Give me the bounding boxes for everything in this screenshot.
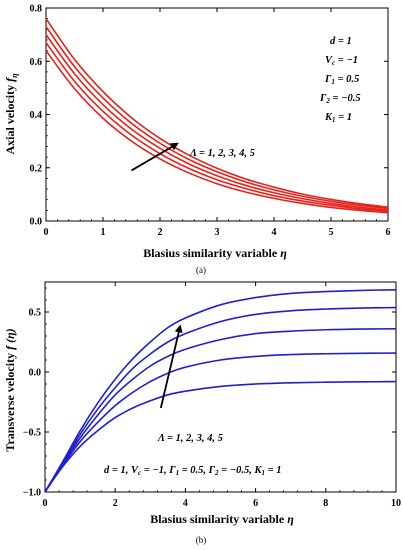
param-vc: Vc = −1 bbox=[325, 55, 358, 67]
series-line-b-2 bbox=[44, 352, 397, 493]
series-line-a-5 bbox=[45, 18, 389, 208]
lines-a bbox=[45, 18, 389, 214]
x-tick-label-a-3: 3 bbox=[215, 227, 220, 238]
lines-b bbox=[44, 289, 397, 493]
y-tick-label-a-2: 0.4 bbox=[30, 110, 43, 121]
x-tick-label-a-2: 2 bbox=[158, 227, 163, 238]
lambda-arrow-a bbox=[131, 142, 179, 172]
x-tick-label-b-3: 6 bbox=[253, 498, 258, 509]
series-line-a-4 bbox=[45, 26, 389, 210]
x-axis-label-b: Blasius similarity variable η bbox=[150, 512, 294, 526]
param-gamma1: Γ1 = 0.5 bbox=[324, 74, 359, 86]
y-tick-label-a-4: 0.8 bbox=[30, 4, 43, 15]
x-axis-label-a: Blasius similarity variable η bbox=[143, 246, 287, 260]
x-tick-label-b-4: 8 bbox=[323, 498, 328, 509]
panel-b: 0 2 4 6 8 10 −1.0 −0.5 0.0 0.5 Blasius similarity… bbox=[3, 281, 401, 545]
y-tick-label-a-0: 0.0 bbox=[30, 217, 43, 228]
lambda-arrow-b bbox=[159, 324, 183, 409]
y-tick-label-b-1: −0.5 bbox=[23, 428, 41, 439]
y-tick-label-b-3: 0.5 bbox=[29, 308, 42, 319]
x-tick-label-b-0: 0 bbox=[43, 498, 48, 509]
param-gamma2: Γ2 = −0.5 bbox=[319, 93, 361, 105]
param-d: d = 1 bbox=[330, 36, 352, 47]
series-line-b-1 bbox=[44, 380, 397, 493]
x-tick-label-b-5: 10 bbox=[391, 498, 401, 509]
panel-a: 0 1 2 3 4 5 6 0.0 0.2 0.4 0.6 0.8 Blasius similarit… bbox=[3, 4, 391, 276]
x-tick-label-b-1: 2 bbox=[113, 498, 118, 509]
series-line-a-3 bbox=[45, 34, 389, 211]
y-tick-label-a-1: 0.2 bbox=[30, 163, 43, 174]
arrow-label-a: Λ = 1, 2, 3, 4, 5 bbox=[189, 148, 255, 159]
param-k1: K1 = 1 bbox=[324, 112, 352, 124]
y-axis-label-b: Transverse velocity f (η) bbox=[3, 328, 17, 451]
ticks-b: 0 2 4 6 8 10 −1.0 −0.5 0.0 0.5 bbox=[23, 282, 401, 509]
panel-label-b: (b) bbox=[196, 535, 207, 545]
plot-frame-b bbox=[44, 281, 397, 493]
params-box-a: d = 1 Vc = −1 Γ1 = 0.5 Γ2 = −0.5 K1 = 1 bbox=[319, 36, 361, 124]
params-line-b: d = 1, Vc = −1, Γ1 = 0.5, Γ2 = −0.5, K1 … bbox=[104, 465, 281, 477]
ticks-a: 0 1 2 3 4 5 6 0.0 0.2 0.4 0.6 0.8 bbox=[30, 4, 391, 239]
series-line-a-1 bbox=[45, 50, 389, 214]
y-tick-label-b-2: 0.0 bbox=[29, 368, 42, 379]
x-tick-label-a-4: 4 bbox=[272, 227, 277, 238]
arrow-label-b: Λ = 1, 2, 3, 4, 5 bbox=[157, 433, 223, 444]
series-line-b-3 bbox=[44, 328, 397, 493]
x-tick-label-a-0: 0 bbox=[44, 227, 49, 238]
series-line-a-2 bbox=[45, 42, 389, 213]
y-tick-label-a-3: 0.6 bbox=[30, 57, 43, 68]
x-tick-label-a-6: 6 bbox=[386, 227, 391, 238]
series-line-b-4 bbox=[44, 306, 397, 493]
y-axis-label-a: Axial velocity fη bbox=[3, 73, 19, 155]
panel-label-a: (a) bbox=[196, 265, 206, 275]
x-tick-label-a-1: 1 bbox=[101, 227, 106, 238]
x-tick-label-b-2: 4 bbox=[183, 498, 188, 509]
y-tick-label-b-0: −1.0 bbox=[23, 488, 41, 499]
x-tick-label-a-5: 5 bbox=[329, 227, 334, 238]
series-line-b-5 bbox=[44, 289, 397, 493]
